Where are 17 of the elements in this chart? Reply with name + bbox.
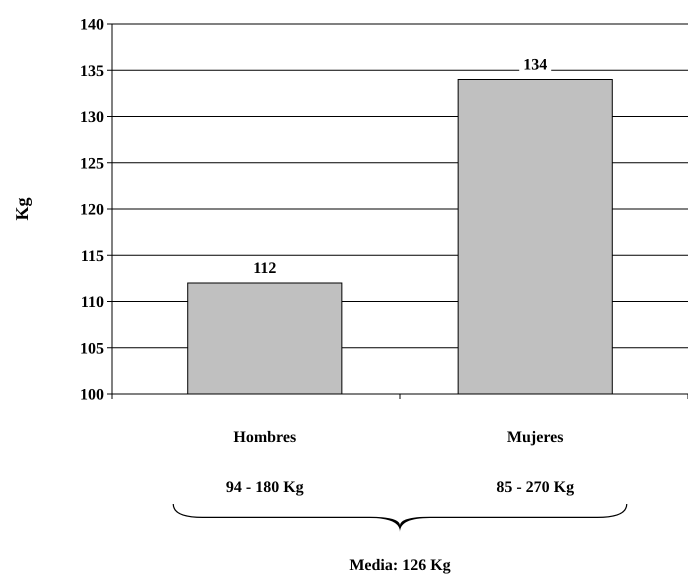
y-tick-label: 125 — [80, 155, 104, 172]
y-tick-label: 110 — [80, 294, 104, 312]
text: Media: 126 Kg — [349, 557, 451, 574]
text: 94 - 180 Kg — [226, 479, 304, 496]
y-tick-label: 105 — [80, 340, 104, 358]
y-tick-label: 140 — [80, 16, 104, 34]
y-tick-label: 135 — [80, 62, 104, 80]
data-label: 134 — [523, 56, 548, 74]
x-tick-label: Mujeres — [506, 429, 564, 446]
y-tick-label: 120 — [80, 202, 104, 219]
y-tick-label: 115 — [80, 248, 104, 265]
x-tick-label: Hombres — [233, 429, 296, 446]
y-tick-label: 130 — [80, 109, 104, 126]
data-label: 112 — [253, 260, 276, 277]
y-tick-label: 100 — [80, 386, 104, 404]
y-axis-title: Kg — [12, 197, 32, 221]
text: 85 - 270 Kg — [496, 479, 574, 496]
